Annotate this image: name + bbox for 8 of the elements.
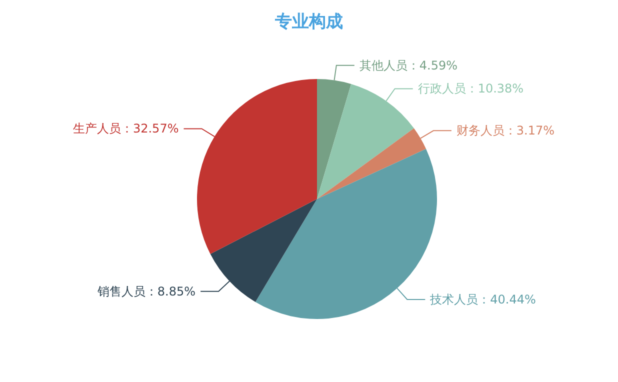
slice-label: 生产人员：32.57% <box>72 122 179 136</box>
slice-label: 技术人员：40.44% <box>429 292 536 306</box>
slice-label: 其他人员：4.59% <box>359 58 458 72</box>
pie-slice <box>317 84 414 199</box>
chart-title: 专业构成 <box>274 12 343 32</box>
slice-label: 财务人员：3.17% <box>456 124 555 138</box>
slice-label: 销售人员：8.85% <box>96 284 196 298</box>
slice-label: 行政人员：10.38% <box>418 82 524 96</box>
